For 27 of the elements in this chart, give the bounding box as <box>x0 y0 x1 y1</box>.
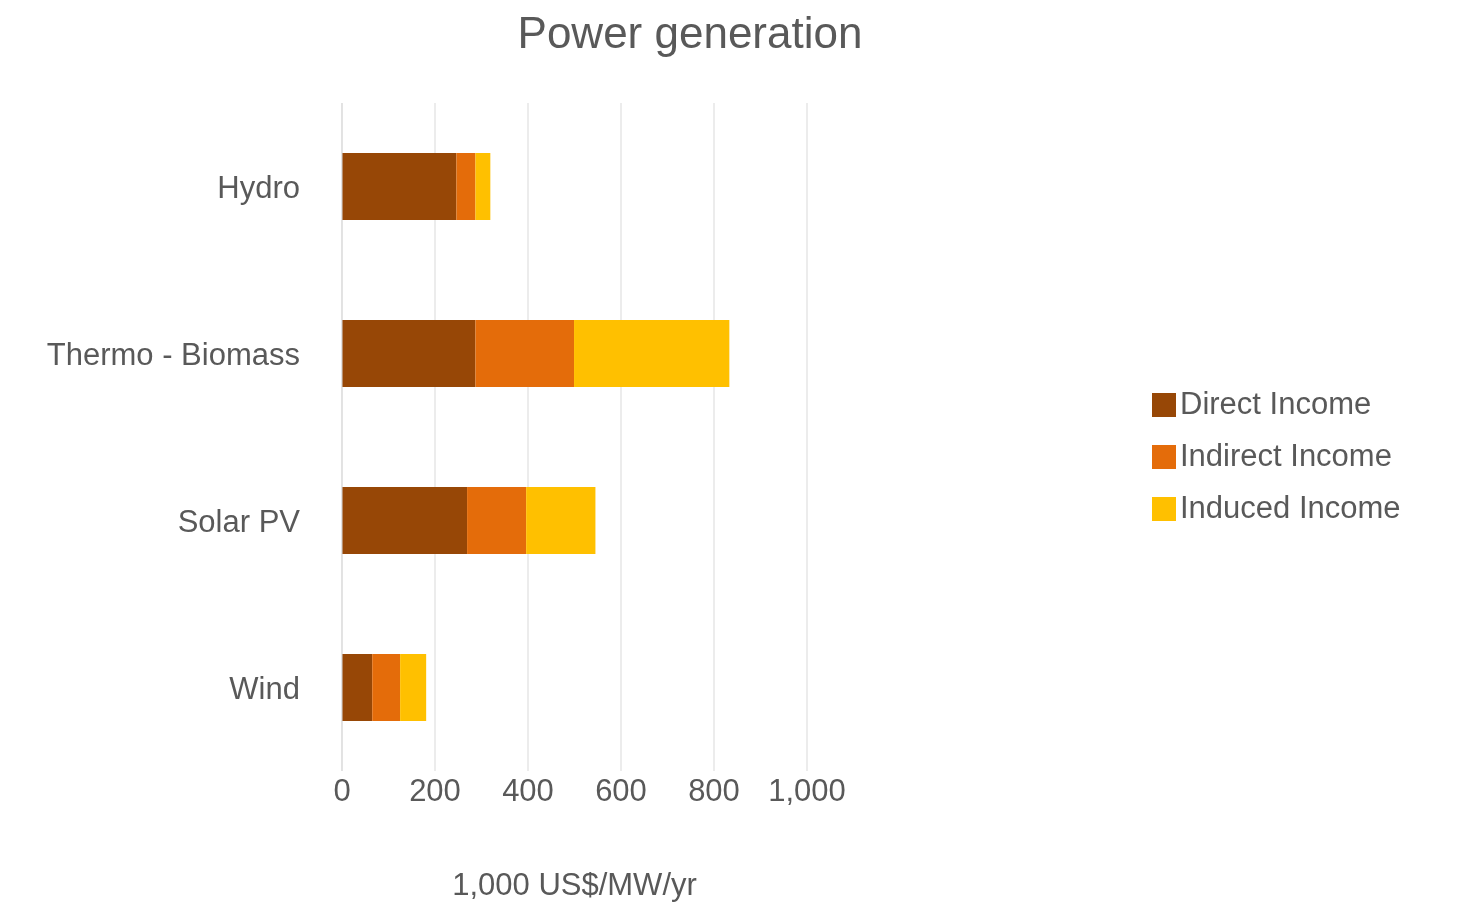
y-tick-label: Hydro <box>217 169 300 205</box>
bar <box>467 487 527 555</box>
bar <box>526 487 596 555</box>
bar <box>342 320 476 388</box>
y-tick-label: Wind <box>229 670 300 706</box>
bar <box>400 654 427 722</box>
legend-label: Direct Income <box>1180 385 1372 421</box>
x-tick-label: 200 <box>409 773 461 809</box>
x-tick-label: 400 <box>502 773 554 809</box>
legend-label: Indirect Income <box>1180 437 1392 473</box>
x-tick-label: 800 <box>688 773 740 809</box>
bar <box>475 320 575 388</box>
y-tick-label: Solar PV <box>177 503 301 539</box>
bar <box>475 153 491 221</box>
x-axis-title: 1,000 US$/MW/yr <box>452 867 697 902</box>
legend-label: Induced Income <box>1180 489 1401 525</box>
bar <box>342 153 457 221</box>
bar <box>342 487 468 555</box>
bar <box>456 153 476 221</box>
x-tick-label: 1,000 <box>768 773 846 809</box>
y-tick-label: Thermo - Biomass <box>46 336 300 372</box>
bar <box>372 654 401 722</box>
x-tick-label: 0 <box>333 773 351 809</box>
chart-title: Power generation <box>516 8 864 58</box>
x-tick-label: 600 <box>595 773 647 809</box>
bar <box>574 320 730 388</box>
bar <box>342 654 373 722</box>
